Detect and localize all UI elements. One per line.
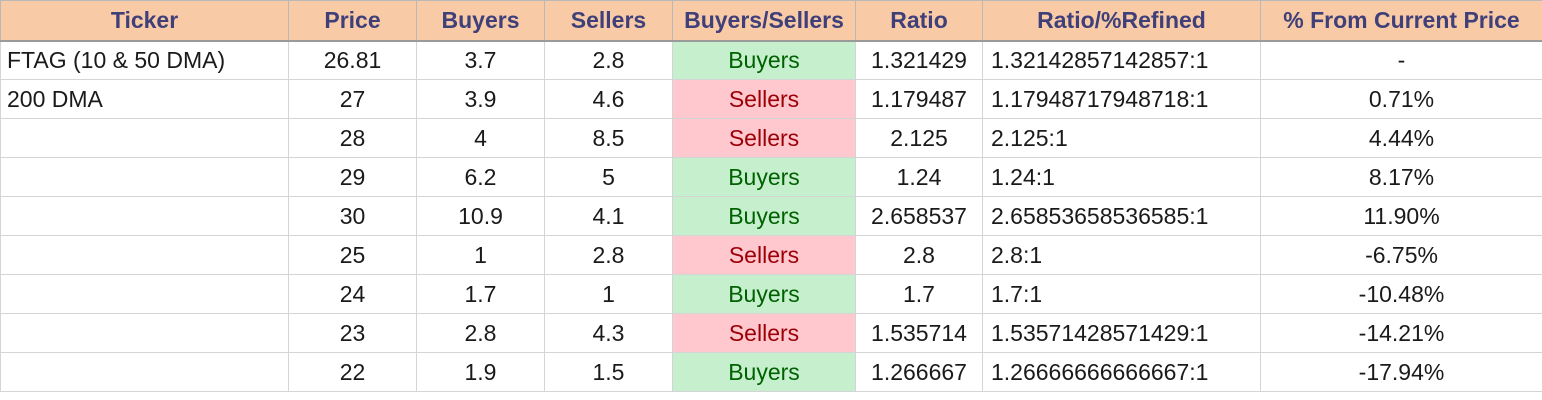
table-row: 200 DMA 27 3.9 4.6 Sellers 1.179487 1.17948717…	[0, 79, 1542, 119]
table-row: 28 4 8.5 Sellers 2.125 2.125:1 4.44%	[0, 118, 1542, 158]
sellers-cell[interactable]: 5	[544, 157, 673, 197]
ratio-refined-cell[interactable]: 2.65853658536585:1	[982, 196, 1261, 236]
sentiment-cell[interactable]: Sellers	[672, 313, 856, 353]
ticker-cell[interactable]	[0, 313, 289, 353]
header-ticker[interactable]: Ticker	[0, 0, 289, 42]
ratio-cell[interactable]: 2.125	[855, 118, 983, 158]
price-cell[interactable]: 26.81	[288, 40, 417, 80]
sentiment-cell[interactable]: Buyers	[672, 274, 856, 314]
price-cell[interactable]: 30	[288, 196, 417, 236]
ticker-cell[interactable]	[0, 274, 289, 314]
ratio-cell[interactable]: 2.658537	[855, 196, 983, 236]
table-body: FTAG (10 & 50 DMA) 26.81 3.7 2.8 Buyers 1.321…	[0, 40, 1542, 392]
table-row: 23 2.8 4.3 Sellers 1.535714 1.53571428571429:…	[0, 313, 1542, 353]
header-buyers[interactable]: Buyers	[416, 0, 545, 42]
sentiment-cell[interactable]: Sellers	[672, 79, 856, 119]
buyers-cell[interactable]: 3.9	[416, 79, 545, 119]
header-pct-from-current[interactable]: % From Current Price	[1260, 0, 1542, 42]
ratio-refined-cell[interactable]: 1.7:1	[982, 274, 1261, 314]
pct-from-current-cell[interactable]: -14.21%	[1260, 313, 1542, 353]
header-ratio[interactable]: Ratio	[855, 0, 983, 42]
ratio-cell[interactable]: 1.24	[855, 157, 983, 197]
ticker-cell[interactable]	[0, 118, 289, 158]
ticker-cell[interactable]: 200 DMA	[0, 79, 289, 119]
pct-from-current-cell[interactable]: -	[1260, 40, 1542, 80]
pct-from-current-cell[interactable]: 0.71%	[1260, 79, 1542, 119]
price-cell[interactable]: 27	[288, 79, 417, 119]
buyers-cell[interactable]: 1	[416, 235, 545, 275]
sentiment-cell[interactable]: Buyers	[672, 157, 856, 197]
ratio-cell[interactable]: 1.7	[855, 274, 983, 314]
sentiment-cell[interactable]: Sellers	[672, 118, 856, 158]
sentiment-cell[interactable]: Buyers	[672, 352, 856, 392]
buyers-cell[interactable]: 3.7	[416, 40, 545, 80]
table-row: 29 6.2 5 Buyers 1.24 1.24:1 8.17%	[0, 157, 1542, 197]
ratio-cell[interactable]: 1.266667	[855, 352, 983, 392]
price-cell[interactable]: 22	[288, 352, 417, 392]
ratio-refined-cell[interactable]: 2.125:1	[982, 118, 1261, 158]
sentiment-cell[interactable]: Buyers	[672, 40, 856, 80]
ratio-cell[interactable]: 2.8	[855, 235, 983, 275]
ratio-refined-cell[interactable]: 1.53571428571429:1	[982, 313, 1261, 353]
buyers-cell[interactable]: 2.8	[416, 313, 545, 353]
ticker-cell[interactable]: FTAG (10 & 50 DMA)	[0, 40, 289, 80]
header-ratio-refined[interactable]: Ratio/%Refined	[982, 0, 1261, 42]
pct-from-current-cell[interactable]: 8.17%	[1260, 157, 1542, 197]
price-cell[interactable]: 25	[288, 235, 417, 275]
ticker-cell[interactable]	[0, 352, 289, 392]
table-row: 24 1.7 1 Buyers 1.7 1.7:1 -10.48%	[0, 274, 1542, 314]
buyers-cell[interactable]: 1.7	[416, 274, 545, 314]
header-price[interactable]: Price	[288, 0, 417, 42]
table-row: 25 1 2.8 Sellers 2.8 2.8:1 -6.75%	[0, 235, 1542, 275]
ticker-cell[interactable]	[0, 157, 289, 197]
header-sellers[interactable]: Sellers	[544, 0, 673, 42]
sentiment-cell[interactable]: Buyers	[672, 196, 856, 236]
price-cell[interactable]: 24	[288, 274, 417, 314]
price-cell[interactable]: 29	[288, 157, 417, 197]
pct-from-current-cell[interactable]: -17.94%	[1260, 352, 1542, 392]
sellers-cell[interactable]: 2.8	[544, 235, 673, 275]
sellers-cell[interactable]: 4.3	[544, 313, 673, 353]
ratio-refined-cell[interactable]: 1.32142857142857:1	[982, 40, 1261, 80]
header-row: Ticker Price Buyers Sellers Buyers/Selle…	[0, 0, 1542, 42]
pct-from-current-cell[interactable]: -10.48%	[1260, 274, 1542, 314]
sellers-cell[interactable]: 8.5	[544, 118, 673, 158]
ratio-refined-cell[interactable]: 1.17948717948718:1	[982, 79, 1261, 119]
buyers-cell[interactable]: 4	[416, 118, 545, 158]
sellers-cell[interactable]: 2.8	[544, 40, 673, 80]
sentiment-cell[interactable]: Sellers	[672, 235, 856, 275]
pct-from-current-cell[interactable]: -6.75%	[1260, 235, 1542, 275]
ticker-cell[interactable]	[0, 235, 289, 275]
buyers-cell[interactable]: 1.9	[416, 352, 545, 392]
sellers-cell[interactable]: 1.5	[544, 352, 673, 392]
buyers-cell[interactable]: 6.2	[416, 157, 545, 197]
pct-from-current-cell[interactable]: 11.90%	[1260, 196, 1542, 236]
ratio-refined-cell[interactable]: 2.8:1	[982, 235, 1261, 275]
price-cell[interactable]: 28	[288, 118, 417, 158]
ratio-cell[interactable]: 1.179487	[855, 79, 983, 119]
ratio-cell[interactable]: 1.535714	[855, 313, 983, 353]
table-row: 30 10.9 4.1 Buyers 2.658537 2.65853658536585:…	[0, 196, 1542, 236]
ticker-cell[interactable]	[0, 196, 289, 236]
table-row: FTAG (10 & 50 DMA) 26.81 3.7 2.8 Buyers 1.321…	[0, 40, 1542, 80]
header-buyers-sellers[interactable]: Buyers/Sellers	[672, 0, 856, 42]
table-row: 22 1.9 1.5 Buyers 1.266667 1.26666666666667:1…	[0, 352, 1542, 392]
buyers-cell[interactable]: 10.9	[416, 196, 545, 236]
sellers-cell[interactable]: 1	[544, 274, 673, 314]
ratio-refined-cell[interactable]: 1.26666666666667:1	[982, 352, 1261, 392]
ratio-refined-cell[interactable]: 1.24:1	[982, 157, 1261, 197]
pct-from-current-cell[interactable]: 4.44%	[1260, 118, 1542, 158]
ratio-cell[interactable]: 1.321429	[855, 40, 983, 80]
sellers-cell[interactable]: 4.1	[544, 196, 673, 236]
price-cell[interactable]: 23	[288, 313, 417, 353]
sellers-cell[interactable]: 4.6	[544, 79, 673, 119]
